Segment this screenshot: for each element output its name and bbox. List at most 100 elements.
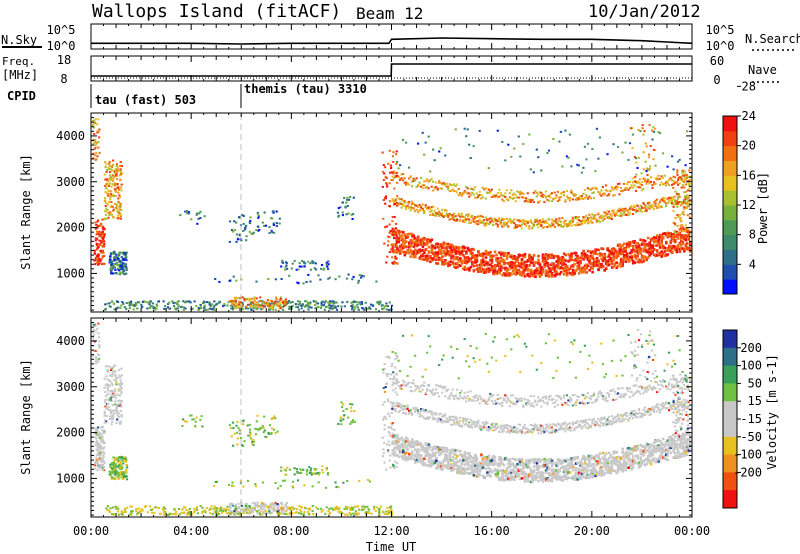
velocity-echo-cell: [126, 466, 129, 469]
power-echo-cell: [260, 300, 263, 303]
velocity-echo-cell: [104, 365, 107, 368]
power-echo-cell: [535, 269, 539, 272]
power-echo-cell: [270, 301, 273, 304]
power-echo-cell: [684, 198, 687, 200]
power-echo-cell: [541, 270, 545, 274]
power-echo-cell: [421, 254, 425, 258]
power-echo-cell: [399, 245, 402, 248]
power-echo-cell: [115, 178, 119, 180]
velocity-echo-cell: [330, 507, 333, 510]
power-echo-cell: [489, 222, 492, 225]
power-echo-cell: [463, 221, 466, 224]
power-echo-cell: [577, 272, 581, 275]
nsky-label: N.Sky: [1, 33, 37, 47]
power-echo-cell: [631, 261, 635, 265]
power-echo-cell: [534, 219, 537, 222]
power-echo-cell: [642, 249, 645, 253]
power-echo-cell: [421, 209, 424, 212]
velocity-echo-cell: [130, 511, 133, 514]
power-echo-cell: [537, 226, 540, 229]
power-echo-cell: [271, 300, 274, 303]
power-echo-cell: [634, 246, 638, 249]
power-echo-cell: [634, 242, 638, 245]
power-echo-cell: [130, 302, 133, 305]
power-echo-cell: [492, 223, 495, 226]
velocity-echo-cell: [102, 464, 105, 467]
power-echo-cell: [122, 253, 125, 256]
power-echo-cell: [483, 271, 486, 274]
velocity-echo-cell: [98, 346, 101, 349]
power-echo-cell: [111, 183, 114, 186]
power-echo-cell: [589, 262, 593, 266]
power-echo-cell: [537, 262, 540, 265]
velocity-echo-cell: [110, 477, 113, 480]
power-echo-cell: [340, 305, 343, 308]
power-echo-cell: [274, 308, 277, 311]
power-echo-cell: [175, 308, 178, 311]
power-echo-cell: [565, 155, 568, 158]
velocity-echo-cell: [299, 509, 302, 512]
velocity-echo-cell: [387, 513, 390, 516]
power-echo-cell: [451, 184, 454, 187]
velocity-echo-cell: [386, 510, 389, 513]
power-echo-cell: [98, 136, 101, 139]
power-echo-cell: [643, 249, 647, 252]
power-echo-cell: [594, 217, 597, 220]
power-echo-cell: [507, 225, 510, 228]
velocity-echo-cell: [243, 440, 246, 443]
power-echo-cell: [466, 246, 470, 250]
power-echo-cell: [618, 252, 621, 255]
power-echo-cell: [631, 181, 635, 184]
power-echo-cell: [462, 267, 465, 270]
power-echo-cell: [634, 180, 637, 183]
power-echo-cell: [663, 197, 666, 200]
power-echo-cell: [475, 223, 478, 225]
power-echo-cell: [621, 259, 624, 262]
velocity-echo-cell: [283, 468, 286, 471]
velocity-echo-cell: [352, 507, 355, 510]
power-echo-cell: [556, 255, 560, 258]
power-echo-cell: [360, 276, 363, 279]
power-echo-cell: [466, 213, 469, 216]
velocity-echo-cell: [103, 419, 107, 422]
power-echo-cell: [98, 261, 101, 264]
power-echo-cell: [98, 230, 101, 233]
power-echo-cell: [517, 268, 521, 272]
power-echo-cell: [436, 187, 439, 190]
velocity-echo-cell: [108, 415, 111, 418]
power-echo-cell: [421, 240, 425, 243]
power-echo-cell: [592, 264, 596, 268]
power-echo-cell: [119, 164, 122, 167]
velocity-echo-cell: [280, 469, 283, 472]
power-echo-cell: [241, 296, 244, 299]
power-echo-cell: [101, 244, 104, 247]
power-echo-cell: [681, 180, 684, 183]
power-echo-cell: [199, 303, 202, 306]
power-echo-cell: [645, 250, 648, 253]
power-echo-cell: [570, 191, 573, 194]
power-echo-cell: [595, 248, 599, 251]
power-echo-cell: [549, 255, 552, 258]
power-echo-cell: [574, 253, 578, 257]
power-echo-cell: [660, 242, 663, 245]
power-echo-cell: [586, 222, 589, 225]
power-echo-cell: [523, 197, 526, 199]
power-echo-cell: [395, 172, 398, 175]
power-echo-cell: [621, 209, 624, 212]
velocity-echo-cell: [103, 461, 106, 464]
power-echo-cell: [478, 263, 482, 267]
power-echo-cell: [395, 238, 398, 241]
power-echo-cell: [314, 304, 317, 307]
power-echo-cell: [613, 193, 617, 196]
velocity-echo-cell: [97, 450, 100, 453]
power-echo-cell: [388, 205, 391, 208]
power-echo-cell: [585, 219, 588, 222]
velocity-echo-cell: [105, 375, 108, 378]
power-echo-cell: [439, 181, 442, 184]
power-echo-cell: [582, 192, 585, 195]
power-echo-cell: [454, 245, 458, 249]
power-echo-cell: [325, 263, 328, 266]
power-echo-cell: [399, 252, 402, 255]
velocity-echo-cell: [116, 461, 119, 464]
